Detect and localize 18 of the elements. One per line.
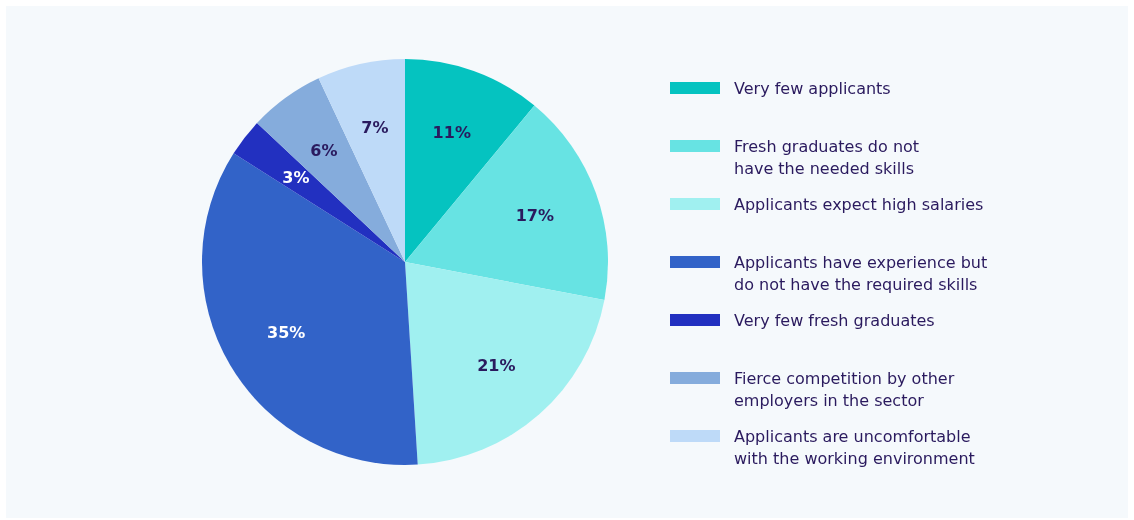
legend-label: Applicants expect high salaries <box>734 194 984 214</box>
data-label: 7% <box>361 117 389 137</box>
pie-slice <box>257 78 405 262</box>
legend-label: Very few fresh graduates <box>734 310 935 330</box>
pie-slice <box>233 123 405 262</box>
data-label: 35% <box>267 322 306 342</box>
data-label: 11% <box>432 122 471 142</box>
legend-label: Applicants have experience but do not have the required skills <box>734 252 988 294</box>
pie-slice <box>405 105 608 301</box>
pie-slice <box>405 262 605 465</box>
data-label: 6% <box>310 140 338 160</box>
legend-label: Applicants are uncomfortable with the working environment <box>734 426 975 468</box>
data-label: 3% <box>282 167 310 187</box>
legend-label: Very few applicants <box>734 78 891 98</box>
data-label: 21% <box>477 356 516 376</box>
data-label: 17% <box>515 205 555 225</box>
legend-label: Fierce competition by other employers in the sector <box>734 368 955 410</box>
legend-label: Fresh graduates do not have the needed skills <box>734 136 920 178</box>
